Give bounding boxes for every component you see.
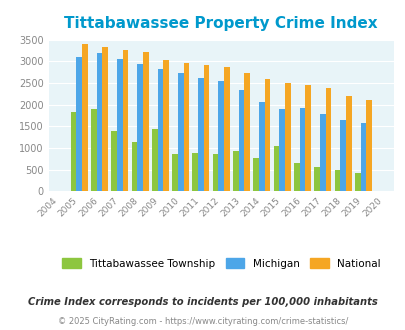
Bar xyxy=(203,65,209,191)
Text: © 2025 CityRating.com - https://www.cityrating.com/crime-statistics/: © 2025 CityRating.com - https://www.city… xyxy=(58,317,347,326)
Bar xyxy=(345,96,351,191)
Bar xyxy=(122,50,128,191)
Bar xyxy=(198,78,203,191)
Title: Tittabawassee Property Crime Index: Tittabawassee Property Crime Index xyxy=(64,16,377,31)
Bar xyxy=(354,173,360,191)
Text: Crime Index corresponds to incidents per 100,000 inhabitants: Crime Index corresponds to incidents per… xyxy=(28,297,377,307)
Bar xyxy=(151,129,157,191)
Legend: Tittabawassee Township, Michigan, National: Tittabawassee Township, Michigan, Nation… xyxy=(58,254,384,273)
Bar xyxy=(91,109,96,191)
Bar xyxy=(131,142,137,191)
Bar xyxy=(224,67,229,191)
Bar xyxy=(157,69,163,191)
Bar xyxy=(143,52,148,191)
Bar xyxy=(212,154,218,191)
Bar xyxy=(117,59,122,191)
Bar xyxy=(264,79,270,191)
Bar xyxy=(365,100,371,191)
Bar xyxy=(319,114,325,191)
Bar xyxy=(76,57,82,191)
Bar xyxy=(137,64,143,191)
Bar xyxy=(293,163,299,191)
Bar xyxy=(279,109,284,191)
Bar xyxy=(218,81,224,191)
Bar xyxy=(313,167,319,191)
Bar xyxy=(163,59,168,191)
Bar xyxy=(82,44,87,191)
Bar xyxy=(253,157,258,191)
Bar xyxy=(96,52,102,191)
Bar xyxy=(183,63,189,191)
Bar xyxy=(339,120,345,191)
Bar xyxy=(325,88,330,191)
Bar xyxy=(334,170,339,191)
Bar xyxy=(102,47,108,191)
Bar xyxy=(192,153,198,191)
Bar xyxy=(299,108,305,191)
Bar xyxy=(284,83,290,191)
Bar xyxy=(244,73,249,191)
Bar xyxy=(238,90,244,191)
Bar xyxy=(177,74,183,191)
Bar xyxy=(111,131,117,191)
Bar xyxy=(360,123,365,191)
Bar xyxy=(232,150,238,191)
Bar xyxy=(172,154,177,191)
Bar xyxy=(305,85,310,191)
Bar xyxy=(70,113,76,191)
Bar xyxy=(258,103,264,191)
Bar xyxy=(273,146,279,191)
